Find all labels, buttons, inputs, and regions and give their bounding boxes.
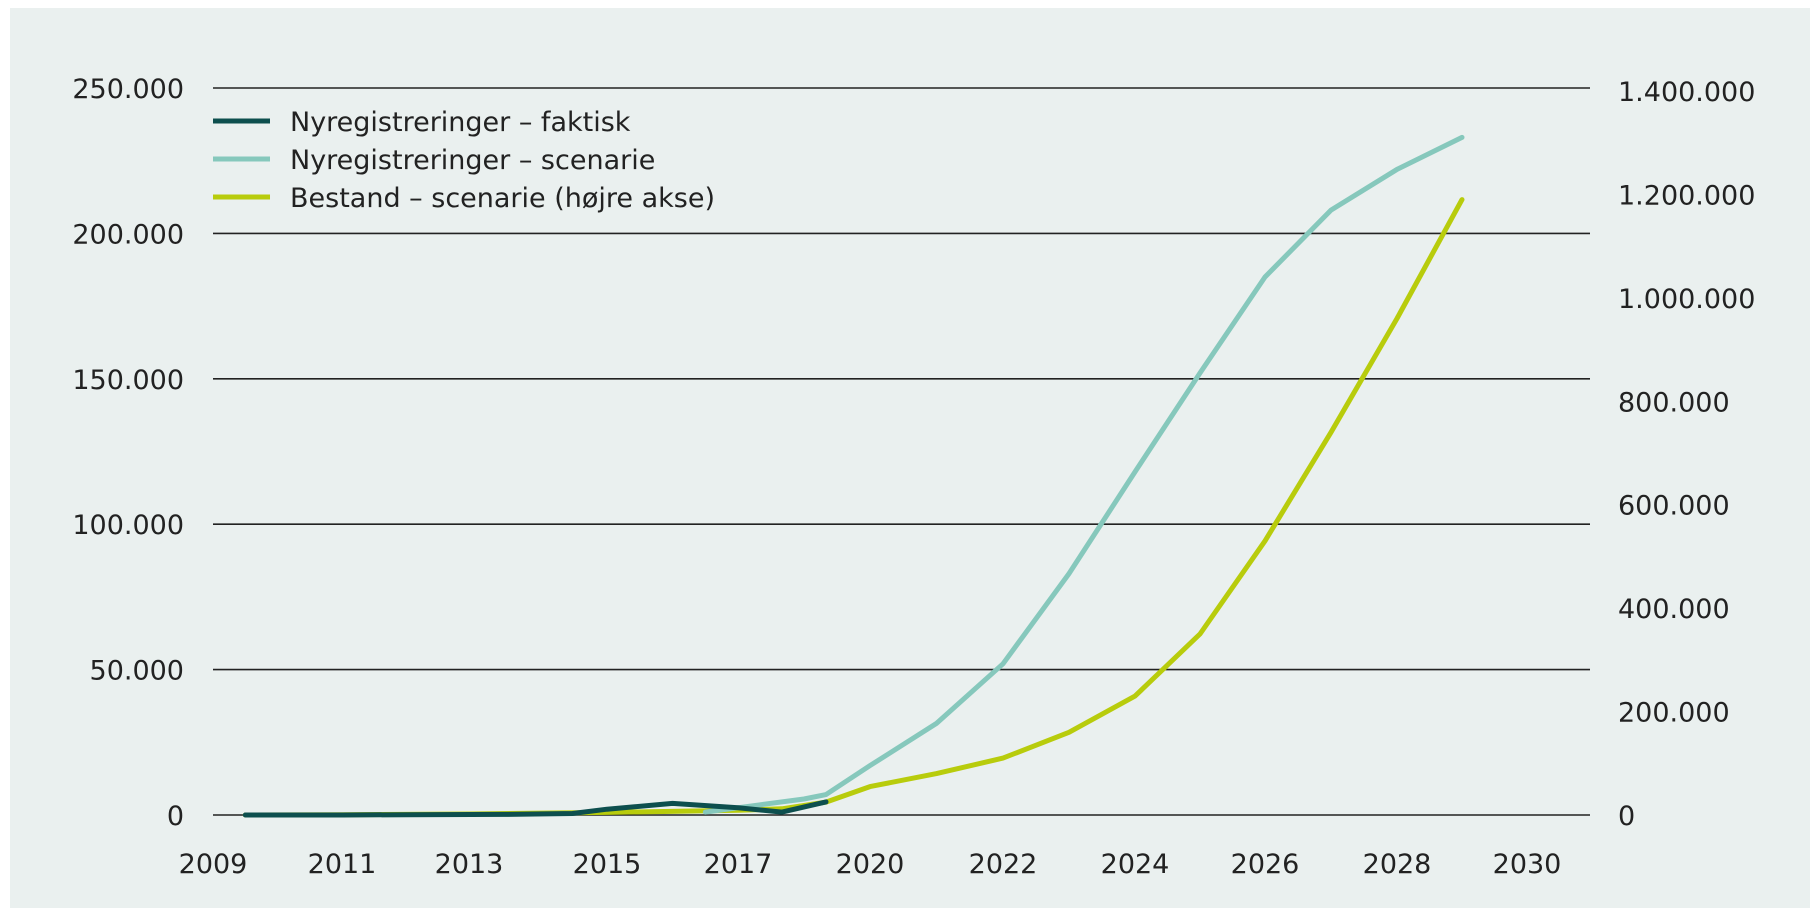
right-tick-label: 0 <box>1618 801 1635 832</box>
right-tick-label: 600.000 <box>1618 491 1730 522</box>
legend-label: Nyregistreringer – scenarie <box>290 145 655 176</box>
left-tick-label: 250.000 <box>72 74 184 105</box>
legend-label: Nyregistreringer – faktisk <box>290 107 631 138</box>
legend-label: Bestand – scenarie (højre akse) <box>290 183 715 214</box>
left-tick-label: 150.000 <box>72 365 184 396</box>
x-tick-label: 2011 <box>308 849 377 880</box>
series-lines <box>242 134 1465 818</box>
x-tick-label: 2026 <box>1231 849 1300 880</box>
x-tick-label: 2030 <box>1493 849 1562 880</box>
series-line-1 <box>702 134 1465 815</box>
x-axis-ticks: 2009 2011 2013 2015 2017 2020 2022 2024 2026 2028… <box>179 849 1562 880</box>
x-tick-label: 2013 <box>435 849 504 880</box>
x-tick-label: 2020 <box>836 849 905 880</box>
legend: Nyregistreringer – faktisk Nyregistrering… <box>213 107 715 214</box>
right-tick-label: 1.000.000 <box>1618 284 1755 315</box>
right-tick-label: 200.000 <box>1618 698 1730 729</box>
x-tick-label: 2015 <box>573 849 642 880</box>
x-tick-label: 2024 <box>1101 849 1170 880</box>
x-tick-label: 2028 <box>1363 849 1432 880</box>
x-tick-label: 2022 <box>969 849 1038 880</box>
left-axis-ticks: 0 50.000 100.000 150.000 200.000 250.000 <box>72 74 184 832</box>
x-tick-label: 2009 <box>179 849 248 880</box>
chart-panel <box>10 8 1810 908</box>
x-tick-label: 2017 <box>704 849 773 880</box>
series-line-2 <box>242 197 1465 818</box>
left-tick-label: 100.000 <box>72 510 184 541</box>
right-tick-label: 1.200.000 <box>1618 180 1755 211</box>
right-tick-label: 400.000 <box>1618 594 1730 625</box>
right-tick-label: 1.400.000 <box>1618 77 1755 108</box>
right-axis-ticks: 0 200.000 400.000 600.000 800.000 1.000.000 1.… <box>1618 77 1755 832</box>
left-tick-label: 200.000 <box>72 219 184 250</box>
series-line-0 <box>242 799 829 818</box>
left-tick-label: 0 <box>167 801 184 832</box>
left-tick-label: 50.000 <box>90 656 184 687</box>
right-tick-label: 800.000 <box>1618 387 1730 418</box>
